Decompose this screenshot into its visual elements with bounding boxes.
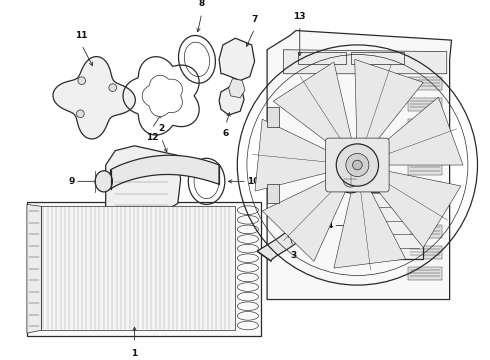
Polygon shape xyxy=(360,192,423,259)
Polygon shape xyxy=(267,31,452,300)
Polygon shape xyxy=(53,57,135,139)
Polygon shape xyxy=(408,225,442,238)
Polygon shape xyxy=(355,59,423,152)
Polygon shape xyxy=(408,203,442,217)
Polygon shape xyxy=(408,267,442,280)
Text: 13: 13 xyxy=(294,12,306,21)
Polygon shape xyxy=(408,182,442,196)
Text: 2: 2 xyxy=(158,124,165,133)
Circle shape xyxy=(109,84,117,91)
Polygon shape xyxy=(349,217,360,227)
Polygon shape xyxy=(27,204,41,333)
Circle shape xyxy=(76,110,84,118)
Circle shape xyxy=(336,144,379,186)
Polygon shape xyxy=(106,146,181,218)
FancyBboxPatch shape xyxy=(372,179,395,193)
Polygon shape xyxy=(408,140,442,153)
Polygon shape xyxy=(27,202,261,336)
Polygon shape xyxy=(229,78,245,98)
Polygon shape xyxy=(283,50,447,74)
FancyBboxPatch shape xyxy=(326,138,389,192)
Polygon shape xyxy=(408,119,442,132)
Polygon shape xyxy=(142,75,182,116)
Text: 9: 9 xyxy=(69,177,75,186)
Text: 11: 11 xyxy=(75,31,88,40)
Text: 10: 10 xyxy=(247,177,259,186)
Polygon shape xyxy=(111,155,219,189)
Polygon shape xyxy=(334,180,406,268)
Circle shape xyxy=(346,153,369,176)
Polygon shape xyxy=(262,172,350,261)
Polygon shape xyxy=(408,246,442,259)
Ellipse shape xyxy=(95,171,112,192)
Polygon shape xyxy=(219,86,244,115)
Polygon shape xyxy=(368,168,461,248)
Circle shape xyxy=(343,172,358,187)
Polygon shape xyxy=(257,205,322,261)
Polygon shape xyxy=(219,38,255,81)
Polygon shape xyxy=(267,184,279,203)
Polygon shape xyxy=(255,119,342,191)
Text: 12: 12 xyxy=(146,133,158,142)
Polygon shape xyxy=(267,107,279,127)
Polygon shape xyxy=(41,206,235,330)
Text: 7: 7 xyxy=(251,15,258,24)
Circle shape xyxy=(337,166,364,193)
Polygon shape xyxy=(408,98,442,111)
Circle shape xyxy=(353,160,362,170)
Polygon shape xyxy=(370,97,463,165)
Text: 3: 3 xyxy=(290,252,296,261)
Circle shape xyxy=(78,77,86,85)
Polygon shape xyxy=(408,77,442,90)
Text: 1: 1 xyxy=(131,350,138,359)
Text: 8: 8 xyxy=(198,0,205,8)
Polygon shape xyxy=(408,161,442,175)
Polygon shape xyxy=(273,62,354,154)
Text: 4: 4 xyxy=(327,221,333,230)
Text: 5: 5 xyxy=(381,175,388,184)
Text: 6: 6 xyxy=(222,130,229,139)
